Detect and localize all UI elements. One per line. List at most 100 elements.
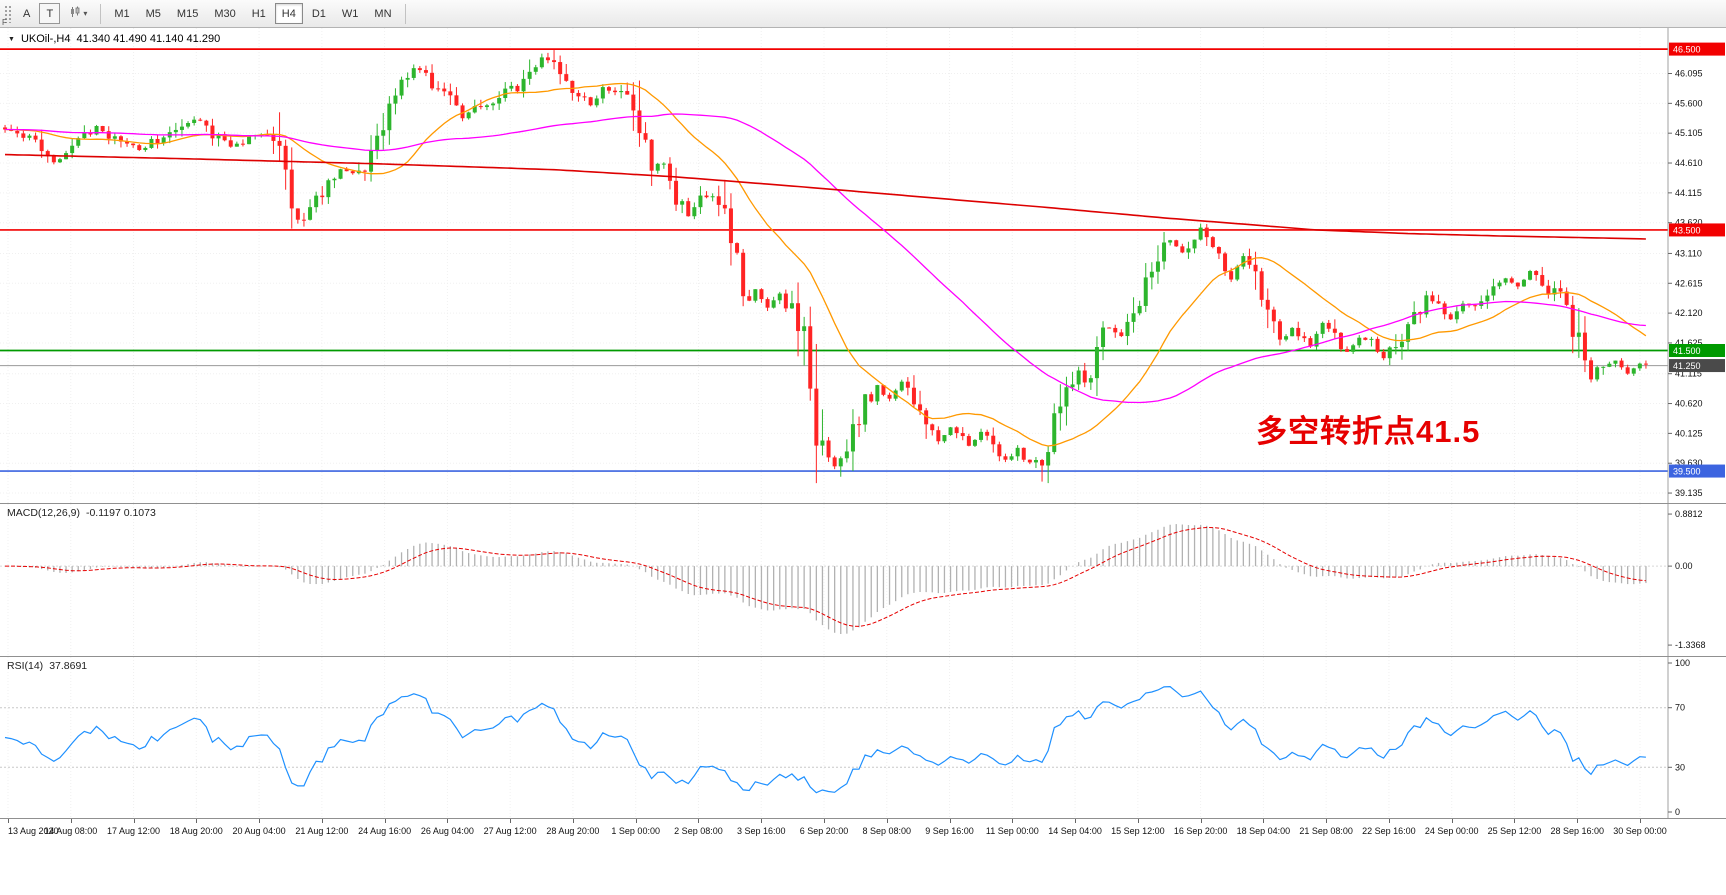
time-tick [70,819,72,823]
macd-tick-label: 0.8812 [1675,509,1703,519]
macd-panel[interactable]: 0.8812 0.00 -1.3368 [0,504,1726,656]
time-tick [886,819,888,823]
panel-divider[interactable] [0,503,1726,504]
chart-annotation[interactable]: 多空转折点41.5 [1256,414,1481,449]
price-axis[interactable] [1668,28,1726,818]
rsi-tick-label: 30 [1675,762,1685,772]
time-tick [949,819,951,823]
macd-name: MACD(12,26,9) [7,507,80,519]
macd-signal-line [5,526,1646,627]
price-tick-label: 40.620 [1675,399,1703,409]
toolbar-separator [404,3,406,24]
price-badge-label: 41.500 [1673,346,1701,356]
time-label: 22 Sep 16:00 [1362,826,1416,836]
time-label: 13 Aug 2020 [8,826,59,836]
main-chart-panel[interactable]: 46.095 45.600 45.105 44.610 44.115 43.620 43.1… [0,28,1726,503]
timeframe-buttons: M1 M5 M15 M30 H1 H4 D1 W1 MN [106,3,399,24]
time-label: 18 Sep 04:00 [1236,826,1291,836]
time-label: 21 Aug 12:00 [295,826,349,836]
time-tick [761,819,763,823]
symbol-dropdown-icon[interactable]: ▼ [8,35,15,43]
ohlc-values: 41.340 41.490 41.140 41.290 [76,33,221,45]
time-tick [510,819,512,823]
chart-title: ▼ UKOil-,H4 41.340 41.490 41.140 41.290 [8,33,220,45]
time-label: 25 Sep 12:00 [1487,826,1542,836]
time-tick [1388,819,1390,823]
ma-medium-line [5,113,1646,404]
time-tick [1577,819,1579,823]
rsi-tick-label: 100 [1675,658,1690,668]
rsi-tick-label: 70 [1675,703,1685,713]
time-label: 2 Sep 08:00 [674,826,723,836]
time-label: 28 Aug 20:00 [546,826,600,836]
price-badge [1669,464,1725,478]
price-badge [1669,343,1725,357]
toolbar-separator [100,3,102,24]
candles-layer [3,50,1648,484]
timeframe-button-M1[interactable]: M1 [107,3,136,24]
price-tick-label: 42.615 [1675,278,1703,288]
timeframe-button-MN[interactable]: MN [367,3,398,24]
macd-tick-label: 0.00 [1675,561,1693,571]
macd-histogram [10,524,1647,635]
time-tick [572,819,574,823]
timeframe-button-D1[interactable]: D1 [305,3,333,24]
time-label: 14 Aug 08:00 [44,826,98,836]
time-axis[interactable]: 13 Aug 2020 14 Aug 08:00 17 Aug 12:00 18 Au… [0,819,1726,847]
price-badge-label: 46.500 [1673,45,1701,55]
price-tick-label: 43.110 [1675,248,1702,258]
cursor-a-button[interactable]: A [16,3,37,24]
time-label: 11 Sep 00:00 [985,826,1039,836]
timeframe-button-H4[interactable]: H4 [274,3,303,24]
price-badge [1669,42,1725,56]
time-label: 30 Sep 00:00 [1613,826,1667,836]
price-tick-label: 45.105 [1675,128,1703,138]
toolbar-grip-icon[interactable] [4,4,11,23]
time-tick [635,819,637,823]
timeframe-button-M5[interactable]: M5 [139,3,168,24]
price-badge-label: 41.250 [1673,361,1701,371]
time-tick [1137,819,1139,823]
rsi-label: RSI(14) 37.8691 [7,660,87,672]
time-label: 6 Sep 20:00 [799,826,849,836]
time-label: 9 Sep 16:00 [925,826,974,836]
macd-values: -0.1197 0.1073 [85,507,156,519]
time-label: 26 Aug 04:00 [420,826,474,836]
chart-objects-dropdown[interactable]: ▾ [62,3,94,24]
symbol-label: UKOil-,H4 [20,33,71,45]
rsi-value: 37.8691 [49,660,88,672]
price-tick-label: 46.095 [1675,69,1703,79]
timeframe-button-W1[interactable]: W1 [335,3,366,24]
time-axis-divider [0,818,1726,819]
panel-divider[interactable] [0,656,1726,657]
macd-tick-label: -1.3368 [1675,640,1706,650]
price-badge [1669,359,1725,373]
time-label: 27 Aug 12:00 [483,826,537,836]
price-badge [1669,223,1725,237]
time-tick [8,819,9,823]
time-tick [259,819,261,823]
price-tick-label: 43.620 [1675,218,1703,228]
time-label: 28 Sep 16:00 [1550,826,1604,836]
rsi-tick-label: 0 [1675,807,1680,817]
fast-nav-label: F [2,18,7,27]
time-tick [1451,819,1453,823]
time-label: 18 Aug 20:00 [169,826,223,836]
timeframe-button-M15[interactable]: M15 [170,3,205,24]
price-tick-label: 42.120 [1675,308,1703,318]
rsi-line [4,685,1646,794]
time-label: 14 Sep 04:00 [1048,826,1102,836]
time-tick [1200,819,1202,823]
timeframe-button-H1[interactable]: H1 [245,3,273,24]
price-tick-label: 39.630 [1675,458,1703,468]
text-tool-button[interactable]: T [39,3,61,24]
time-label: 17 Aug 12:00 [107,826,161,836]
time-tick [1012,819,1014,823]
time-tick [447,819,449,823]
timeframe-button-M30[interactable]: M30 [207,3,242,24]
rsi-panel[interactable]: 100 70 30 0 [0,657,1726,818]
price-tick-label: 41.625 [1675,338,1703,348]
time-label: 24 Aug 16:00 [358,826,412,836]
time-tick [824,819,825,823]
